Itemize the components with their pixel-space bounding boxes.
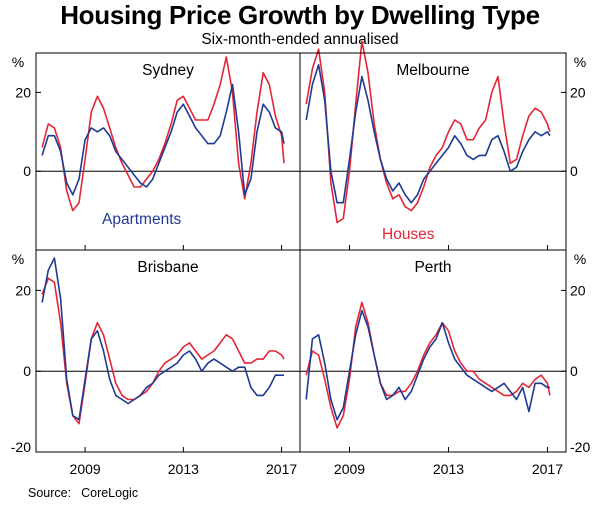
series-line-sydney-apartments bbox=[41, 83, 285, 196]
panel-title-perth: Perth bbox=[414, 259, 451, 276]
y-tick-label-left-top-2: 20 bbox=[15, 84, 31, 100]
x-tick-label-0-0: 2009 bbox=[70, 461, 101, 477]
y-tick-label-left-bottom-0: -20 bbox=[11, 439, 31, 455]
source-note: Source: CoreLogic bbox=[28, 486, 138, 500]
series-line-melbourne-houses bbox=[305, 40, 551, 224]
chart-title: Housing Price Growth by Dwelling Type bbox=[60, 0, 540, 30]
series-line-brisbane-apartments bbox=[41, 257, 284, 421]
source-label: Source: bbox=[28, 486, 72, 500]
series-line-brisbane-houses bbox=[41, 277, 285, 425]
series-line-melbourne-apartments bbox=[305, 64, 551, 204]
source-text: CoreLogic bbox=[81, 486, 139, 500]
x-tick-label-1-0: 2009 bbox=[334, 461, 365, 477]
y-tick-label-left-bottom-1: 0 bbox=[23, 363, 31, 379]
y-tick-label-left-top-1: 0 bbox=[23, 163, 31, 179]
x-tick-label-1-1: 2013 bbox=[433, 461, 464, 477]
y-unit-right-top: % bbox=[574, 54, 586, 70]
panel-title-sydney: Sydney bbox=[142, 62, 194, 79]
plot-frame bbox=[35, 52, 567, 453]
x-tick-label-0-1: 2013 bbox=[168, 461, 199, 477]
series-line-sydney-houses bbox=[41, 56, 285, 212]
y-unit-left-bottom: % bbox=[12, 251, 24, 267]
y-tick-label-right-bottom-2: 20 bbox=[570, 282, 586, 298]
chart-subtitle: Six-month-ended annualised bbox=[201, 31, 399, 48]
x-tick-label-0-2: 2017 bbox=[266, 461, 297, 477]
x-tick-label-1-2: 2017 bbox=[532, 461, 563, 477]
legend-apartments: Apartments bbox=[102, 211, 182, 228]
panel-title-brisbane: Brisbane bbox=[137, 259, 198, 276]
y-tick-label-right-bottom-0: -20 bbox=[570, 439, 590, 455]
y-unit-left-top: % bbox=[12, 54, 24, 70]
y-tick-label-right-top-1: 0 bbox=[570, 163, 578, 179]
y-tick-label-left-bottom-2: 20 bbox=[15, 282, 31, 298]
y-unit-right-bottom: % bbox=[574, 251, 586, 267]
y-tick-label-right-bottom-1: 0 bbox=[570, 363, 578, 379]
legend-houses: Houses bbox=[382, 226, 435, 243]
y-tick-label-right-top-2: 20 bbox=[570, 84, 586, 100]
series-line-perth-apartments bbox=[305, 309, 550, 421]
panel-title-melbourne: Melbourne bbox=[396, 62, 469, 79]
